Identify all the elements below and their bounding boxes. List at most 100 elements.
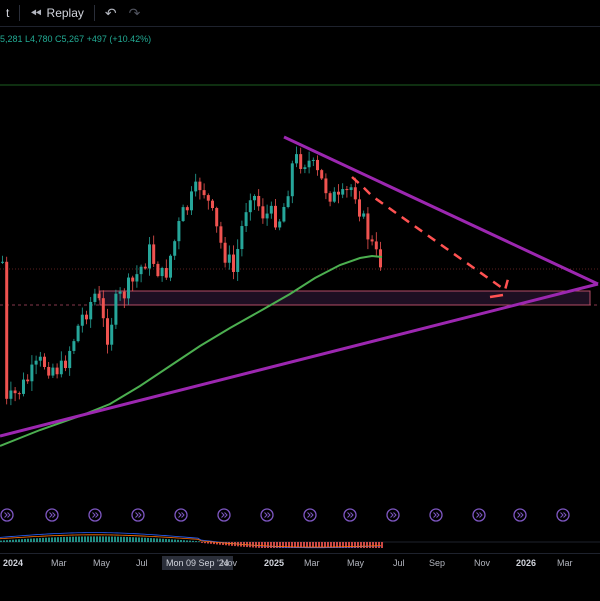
toolbar-divider xyxy=(93,5,95,21)
oscillator-bar xyxy=(378,542,380,548)
oscillator-bar xyxy=(354,542,356,548)
oscillator-bar xyxy=(174,539,176,542)
oscillator-bar xyxy=(180,540,182,542)
price-chart[interactable] xyxy=(0,27,600,553)
candle-body xyxy=(379,249,382,268)
oscillator-bar xyxy=(105,536,107,542)
candle-body xyxy=(206,195,210,201)
oscillator-bar xyxy=(36,538,38,542)
time-axis[interactable]: Mon 09 Sep '24 2024 Mar May Jul Nov 2025 Mar Ma… xyxy=(0,553,600,601)
time-axis-label: Jul xyxy=(393,558,405,568)
candle-body xyxy=(13,390,17,394)
candle-body xyxy=(68,350,72,369)
toolbar-truncated-label[interactable]: t xyxy=(0,0,15,26)
candle-body xyxy=(43,356,46,367)
event-marker-glyph xyxy=(560,512,567,518)
candle-body xyxy=(5,261,9,399)
candle-body xyxy=(177,221,181,242)
candle-body xyxy=(22,379,25,394)
candle-body xyxy=(316,159,319,171)
event-marker-icon xyxy=(343,508,357,522)
oscillator-bar xyxy=(279,542,281,548)
event-marker-icon xyxy=(217,508,231,522)
candle-body xyxy=(173,241,177,256)
oscillator-bar xyxy=(327,542,329,548)
oscillator-bar xyxy=(54,537,56,542)
event-marker-icon xyxy=(45,508,59,522)
candle-body xyxy=(152,244,156,264)
oscillator-bar xyxy=(159,538,161,542)
oscillator-bar xyxy=(285,542,287,548)
oscillator-bar xyxy=(213,542,215,545)
oscillator-bar xyxy=(156,538,158,542)
oscillator-bar xyxy=(60,537,62,542)
oscillator-bar xyxy=(150,538,152,542)
candle-body xyxy=(148,244,151,269)
time-axis-label: 2026 xyxy=(516,558,537,568)
candle-body xyxy=(131,277,135,282)
oscillator-bar xyxy=(204,542,206,544)
replay-label: Replay xyxy=(46,6,84,20)
oscillator-bar xyxy=(216,542,218,545)
candle-body xyxy=(223,242,227,263)
time-axis-label: Mar xyxy=(51,558,67,568)
candle-body xyxy=(110,324,114,345)
oscillator-bar xyxy=(111,536,113,542)
oscillator-bar xyxy=(336,542,338,548)
oscillator-bar xyxy=(264,542,266,548)
crosshair-date-label: Mon 09 Sep '24 xyxy=(162,556,233,570)
redo-button[interactable]: ↷ xyxy=(123,0,147,26)
oscillator-bar xyxy=(0,540,2,542)
event-marker-glyph xyxy=(4,512,11,518)
oscillator-bar xyxy=(291,542,293,548)
candle-body xyxy=(55,367,59,375)
oscillator-bar xyxy=(207,542,209,544)
oscillator-bar xyxy=(69,536,71,542)
candle-body xyxy=(135,274,139,282)
oscillator-bar xyxy=(309,542,311,548)
oscillator-bar xyxy=(33,538,35,542)
event-marker-glyph xyxy=(178,512,185,518)
candle-body xyxy=(30,364,34,382)
candle-body xyxy=(345,189,349,191)
event-marker-glyph xyxy=(390,512,397,518)
oscillator-bar xyxy=(342,542,344,548)
oscillator-bar xyxy=(276,542,278,548)
oscillator-bar xyxy=(183,540,185,542)
candle-body xyxy=(38,356,42,361)
candle-body xyxy=(269,205,273,214)
oscillator-bar xyxy=(312,542,314,548)
candle-body xyxy=(290,163,294,197)
oscillator-bar xyxy=(177,539,179,542)
oscillator-bar xyxy=(255,542,257,548)
candle-body xyxy=(106,318,109,345)
candle-body xyxy=(286,196,290,208)
candle-body xyxy=(34,360,38,365)
candle-body xyxy=(227,254,231,263)
replay-button[interactable]: ⏪︎ Replay xyxy=(24,0,90,26)
oscillator-bar xyxy=(6,540,8,542)
candle-body xyxy=(303,167,307,169)
candle-body xyxy=(337,191,340,195)
candle-body xyxy=(374,241,378,250)
candle-body xyxy=(80,314,84,326)
candle-body xyxy=(349,187,353,191)
candle-body xyxy=(26,379,30,382)
time-axis-label: May xyxy=(347,558,365,568)
undo-button[interactable]: ↶ xyxy=(99,0,123,26)
oscillator-bar xyxy=(51,537,53,542)
oscillator-bar xyxy=(18,539,20,542)
candle-body xyxy=(324,178,328,194)
candle-body xyxy=(332,191,336,202)
event-marker-icon xyxy=(513,508,527,522)
event-marker-glyph xyxy=(49,512,56,518)
moving-average-layer xyxy=(0,254,383,447)
candle-body xyxy=(64,360,67,369)
event-marker-glyph xyxy=(135,512,142,518)
candle-body xyxy=(253,195,256,201)
projection-path-layer xyxy=(351,176,510,299)
event-marker-icon xyxy=(260,508,274,522)
oscillator-bar xyxy=(252,542,254,548)
candle-body xyxy=(320,170,324,179)
oscillator-bar xyxy=(27,538,29,542)
